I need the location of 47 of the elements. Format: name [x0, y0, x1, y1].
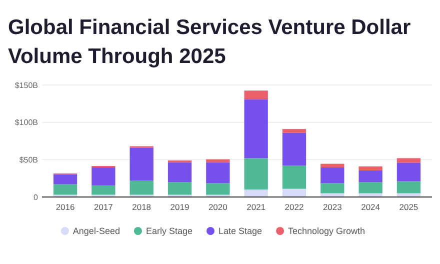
bar	[358, 182, 382, 194]
y-tick-label: 0	[34, 192, 39, 202]
bar	[53, 174, 78, 184]
bar	[168, 182, 192, 195]
x-tick-label: 2019	[170, 202, 190, 212]
bar	[282, 188, 306, 197]
bar	[206, 159, 230, 162]
bar	[244, 158, 268, 190]
bar	[320, 183, 344, 194]
bar	[92, 168, 116, 186]
x-tick-label: 2016	[56, 202, 75, 212]
bar	[53, 184, 78, 195]
x-tick-label: 2025	[399, 202, 418, 212]
x-tick-label: 2018	[132, 202, 152, 212]
bar	[358, 166, 382, 170]
x-tick-label: 2020	[208, 202, 228, 212]
bar	[320, 164, 344, 168]
bar	[396, 162, 421, 182]
bar	[244, 90, 268, 100]
bar	[282, 129, 306, 133]
legend-label: Late Stage	[218, 226, 262, 236]
bar	[282, 166, 306, 189]
legend-label: Angel-Seed	[72, 226, 120, 236]
bar	[92, 185, 116, 195]
bar	[206, 183, 230, 195]
y-tick-label: $50B	[19, 155, 38, 164]
bar	[282, 132, 306, 166]
bar	[168, 162, 192, 182]
bar	[130, 180, 154, 195]
legend-label: Early Stage	[146, 226, 192, 236]
bar	[206, 162, 230, 184]
legend-label: Technology Growth	[288, 226, 366, 236]
x-tick-label: 2023	[322, 202, 342, 212]
bar	[244, 99, 268, 158]
x-tick-label: 2024	[361, 202, 380, 212]
y-tick-label: $150B	[14, 80, 38, 90]
bar	[320, 168, 344, 184]
bar	[130, 148, 154, 181]
bar	[396, 181, 421, 194]
x-tick-label: 2017	[94, 202, 114, 212]
y-tick-label: $100B	[14, 118, 38, 128]
bar	[244, 190, 268, 197]
bar	[396, 158, 421, 163]
chart-title: Global Financial Services Venture Dollar Volume Through 2025	[8, 16, 411, 68]
x-tick-label: 2021	[246, 202, 266, 212]
x-tick-label: 2022	[284, 202, 304, 212]
bar	[358, 170, 382, 182]
